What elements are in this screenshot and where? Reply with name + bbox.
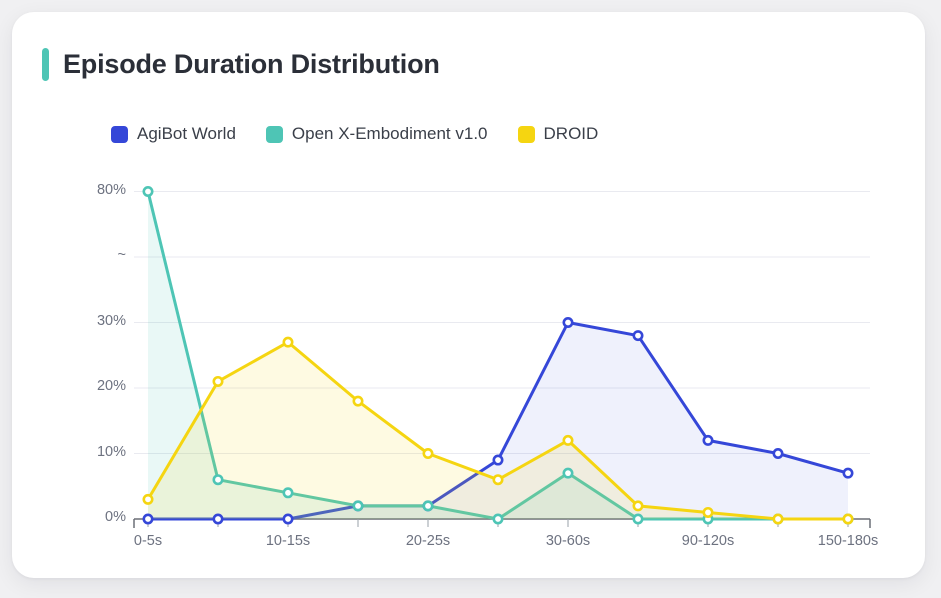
legend-swatch-icon	[265, 125, 283, 143]
legend-label: AgiBot World	[137, 124, 236, 143]
x-axis-tick-label: 150-180s	[817, 533, 879, 549]
data-point-marker[interactable]	[702, 506, 714, 518]
data-point-marker[interactable]	[772, 447, 784, 459]
y-axis-tick-label: 20%	[96, 378, 126, 394]
series-area-1	[148, 322, 848, 519]
data-point-marker[interactable]	[142, 493, 154, 505]
x-axis-tick-label: 20-25s	[405, 533, 451, 549]
data-point-marker[interactable]	[632, 500, 644, 512]
y-axis-tick-label: ~	[117, 247, 126, 263]
legend-item-agibot-world[interactable]: AgiBot World	[111, 124, 236, 144]
x-axis-tick-label: 30-60s	[545, 533, 591, 549]
chart-card: Episode Duration Distribution AgiBot Wor…	[12, 12, 925, 578]
series-area-2	[148, 191, 848, 519]
data-point-marker[interactable]	[352, 500, 364, 512]
chart-legend: AgiBot World Open X-Embodiment v1.0 DROI…	[111, 124, 598, 144]
data-point-marker[interactable]	[422, 500, 434, 512]
legend-swatch-icon	[111, 125, 128, 143]
data-point-marker[interactable]	[562, 434, 574, 446]
y-axis-tick-label: 0%	[105, 509, 126, 525]
line-chart-plot	[133, 186, 871, 528]
legend-swatch-icon	[517, 125, 535, 143]
accent-bar-icon	[42, 48, 49, 81]
data-point-marker[interactable]	[282, 513, 294, 525]
data-point-marker[interactable]	[562, 467, 574, 479]
data-point-marker[interactable]	[562, 316, 574, 328]
y-axis-tick-label: 30%	[96, 312, 126, 329]
data-point-marker[interactable]	[842, 513, 854, 525]
x-axis-tick-label: 10-15s	[265, 533, 311, 549]
chart-header: Episode Duration Distribution	[42, 48, 440, 81]
data-point-marker[interactable]	[212, 375, 224, 387]
x-axis-tick-label: 0-5s	[133, 533, 163, 549]
x-axis-tick-label: 90-120s	[681, 533, 735, 549]
series-area-3	[148, 342, 848, 519]
data-point-marker[interactable]	[212, 474, 224, 486]
data-point-marker[interactable]	[142, 513, 154, 525]
data-point-marker[interactable]	[702, 434, 714, 446]
y-axis-tick-label: 10%	[96, 443, 126, 460]
data-point-marker[interactable]	[632, 513, 644, 525]
data-point-marker[interactable]	[842, 467, 854, 479]
data-point-marker[interactable]	[492, 513, 504, 525]
legend-label: DROID	[543, 124, 599, 143]
data-point-marker[interactable]	[352, 395, 364, 407]
data-point-marker[interactable]	[492, 474, 504, 486]
data-point-marker[interactable]	[282, 487, 294, 499]
data-point-marker[interactable]	[422, 447, 434, 459]
y-axis-tick-label: 80%	[96, 181, 126, 198]
data-point-marker[interactable]	[282, 336, 294, 348]
data-point-marker[interactable]	[492, 454, 504, 466]
data-point-marker[interactable]	[212, 513, 224, 525]
legend-label: Open X-Embodiment v1.0	[291, 124, 488, 143]
legend-item-open-x-embodiment[interactable]: Open X-Embodiment v1.0	[265, 124, 488, 144]
legend-item-droid[interactable]: DROID	[517, 124, 599, 144]
data-point-marker[interactable]	[772, 513, 784, 525]
page-title: Episode Duration Distribution	[63, 49, 440, 79]
data-point-marker[interactable]	[142, 186, 154, 198]
data-point-marker[interactable]	[632, 330, 644, 342]
